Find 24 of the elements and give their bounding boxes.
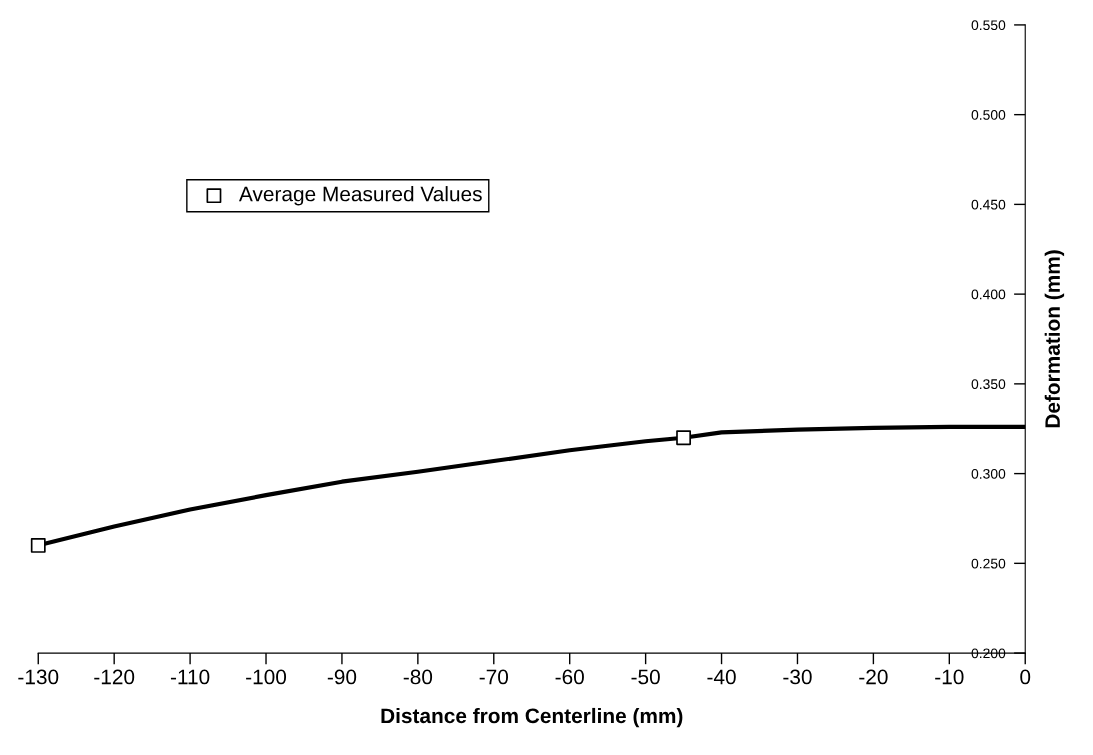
x-tick-label: -100	[246, 669, 287, 685]
x-tick-label: -80	[403, 669, 433, 685]
y-tick-label: 0.300	[971, 468, 1006, 479]
x-tick-label: -90	[327, 669, 357, 685]
y-tick-label: 0.500	[971, 109, 1006, 120]
x-tick-label: -110	[170, 669, 210, 685]
y-tick-label: 0.550	[971, 20, 1006, 31]
x-tick-label: -10	[935, 669, 964, 685]
y-tick-label: 0.450	[971, 199, 1006, 210]
x-tick-label: -50	[631, 669, 660, 685]
x-tick-label: -40	[707, 669, 736, 685]
x-tick-label: -30	[783, 669, 812, 685]
x-tick-label: -120	[94, 669, 135, 685]
y-tick-label: 0.350	[971, 379, 1006, 390]
x-tick-label: -60	[555, 669, 584, 685]
x-tick-label: -70	[479, 669, 509, 685]
legend-label: Average Measured Values	[238, 186, 482, 206]
y-axis-title: Deformation (mm)	[1044, 250, 1065, 428]
x-tick-label: 0	[1020, 669, 1031, 685]
x-axis-title: Distance from Centerline (mm)	[381, 707, 683, 728]
y-tick-label: 0.400	[971, 289, 1006, 300]
y-tick-label: 0.250	[971, 558, 1006, 569]
x-tick-label: -130	[18, 669, 59, 685]
x-tick-label: -20	[859, 669, 888, 685]
